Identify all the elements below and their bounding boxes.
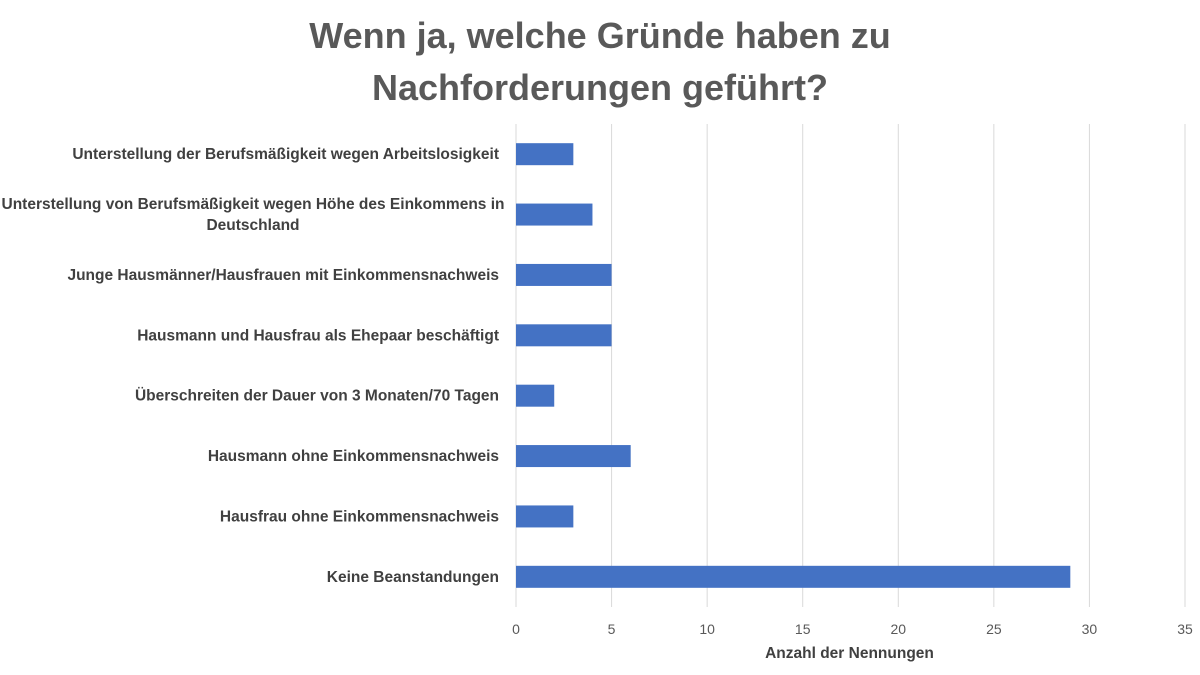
category-label-1: Unterstellung der Berufsmäßigkeit wegen …	[72, 146, 499, 163]
chart-title-line-1: Wenn ja, welche Gründe haben zu	[309, 15, 891, 56]
category-label-8: Keine Beanstandungen	[327, 569, 499, 586]
bar-4	[516, 324, 612, 347]
x-tick-label-10: 10	[699, 621, 715, 637]
bar-6	[516, 445, 631, 468]
bar-5	[516, 384, 555, 407]
x-tick-label-0: 0	[512, 621, 520, 637]
x-tick-label-20: 20	[890, 621, 906, 637]
category-label-5: Überschreiten der Dauer von 3 Monaten/70…	[135, 388, 499, 405]
x-tick-label-15: 15	[795, 621, 811, 637]
x-axis-title: Anzahl der Nennungen	[765, 645, 934, 662]
category-label-4: Hausmann und Hausfrau als Ehepaar beschä…	[137, 327, 499, 344]
chart-title-line-2: Nachforderungen geführt?	[372, 67, 828, 108]
category-label-7: Hausfrau ohne Einkommensnachweis	[220, 508, 499, 525]
chart-title: Wenn ja, welche Gründe haben zu Nachford…	[0, 10, 1200, 114]
bar-7	[516, 505, 574, 528]
category-label-6: Hausmann ohne Einkommensnachweis	[208, 448, 499, 465]
bar-3	[516, 263, 612, 286]
category-label-3: Junge Hausmänner/Hausfrauen mit Einkomme…	[67, 267, 499, 284]
bar-2	[516, 203, 593, 226]
x-tick-label-25: 25	[986, 621, 1002, 637]
category-label-2-line-1: Unterstellung von Berufsmäßigkeit wegen …	[2, 196, 505, 213]
bar-1	[516, 143, 574, 166]
category-label-2-line-2: Deutschland	[206, 217, 299, 234]
bar-8	[516, 565, 1071, 588]
x-tick-label-30: 30	[1082, 621, 1098, 637]
x-tick-label-5: 5	[608, 621, 616, 637]
x-tick-label-35: 35	[1177, 621, 1193, 637]
